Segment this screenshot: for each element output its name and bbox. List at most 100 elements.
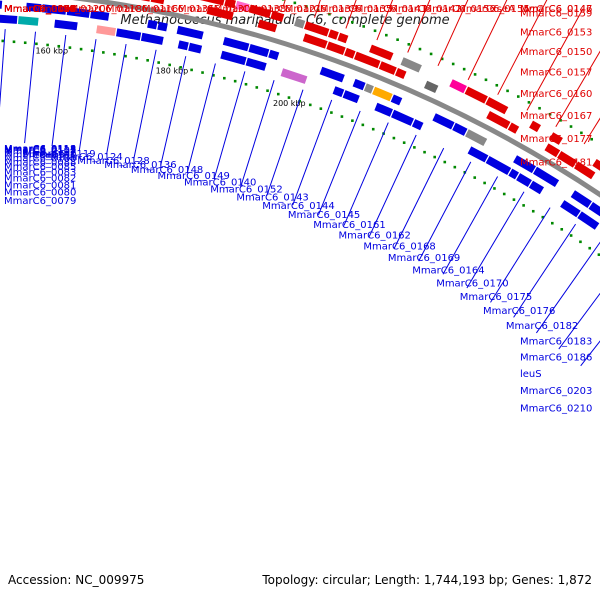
label-line <box>393 147 445 249</box>
gene-feature <box>449 79 467 94</box>
gene-label: MmarC6_0143 <box>236 192 308 203</box>
gene-feature <box>41 4 67 15</box>
gene-label: MmarC6_0131 <box>142 4 214 15</box>
gene-label: MmarC6_0079 <box>4 196 76 207</box>
gene-label: MmarC6_0170 <box>436 278 508 289</box>
gene-label: MmarC6_0121 <box>249 4 321 15</box>
track-dot <box>57 44 61 48</box>
label-line <box>368 134 417 237</box>
gene-label: MmarC6_0059 <box>4 4 76 15</box>
track-dot <box>23 41 27 45</box>
gene-label: MmarC6_0112 <box>4 145 76 156</box>
gene-feature <box>391 109 414 126</box>
track-dot <box>255 86 259 89</box>
track-dot <box>305 5 308 8</box>
gene-label: MmarC6_0186 <box>520 352 592 363</box>
gene-feature <box>424 80 439 93</box>
label-line <box>106 44 127 155</box>
track-dot <box>418 47 422 51</box>
gene-feature <box>549 132 563 145</box>
track-dot <box>506 89 509 93</box>
gene-label: MmarC6_0161 <box>313 220 385 231</box>
gene-feature <box>224 0 236 9</box>
track-dot <box>451 62 455 66</box>
track-dot <box>502 192 506 196</box>
track-dot <box>443 160 447 164</box>
gene-feature <box>280 68 308 84</box>
gene-label: MmarC6_0076 <box>4 4 76 15</box>
gene-feature <box>328 29 339 40</box>
gene-feature <box>507 122 520 134</box>
gene-label: MmarC6_0147 <box>520 4 592 15</box>
label-line <box>497 0 548 95</box>
gene-label: MmarC6_0169 <box>388 253 460 264</box>
label-line <box>345 0 357 29</box>
gene-feature <box>188 42 203 54</box>
track-dot <box>68 46 72 49</box>
gene-feature <box>26 2 42 13</box>
gene-feature <box>390 94 403 106</box>
track-dot <box>462 67 466 71</box>
gene-feature <box>432 113 455 130</box>
gene-feature <box>352 78 366 91</box>
track-dot <box>179 66 182 69</box>
gene-feature <box>485 97 509 115</box>
label-line <box>240 80 275 188</box>
tick-labels: 60 kbp80 kbp100 kbp120 kbp140 kbp160 kbp… <box>35 47 305 109</box>
track-dot <box>124 54 127 58</box>
track-dot <box>12 40 16 44</box>
gene-feature <box>508 168 519 180</box>
gene-label: MmarC6_0156 <box>424 4 496 15</box>
gene-label: MmarC6_0141 <box>355 4 427 15</box>
gene-label: MmarC6_0139 <box>285 4 357 15</box>
gene-label: MmarC6_0135 <box>320 4 392 15</box>
track-dot <box>90 49 94 53</box>
gene-feature <box>592 159 600 171</box>
gene-feature <box>557 151 578 168</box>
gene-feature <box>304 21 330 37</box>
track-dot <box>385 33 388 37</box>
track-dot <box>548 112 552 116</box>
track-dot <box>590 137 593 141</box>
gene-label: MmarC6_0176 <box>483 306 555 317</box>
track-dot <box>402 141 406 144</box>
gene-feature <box>411 119 424 131</box>
label-line <box>490 207 551 303</box>
track-dot <box>473 73 477 76</box>
gene-feature <box>529 120 541 133</box>
label-line <box>292 99 333 206</box>
track-dot <box>580 131 583 135</box>
track-dot <box>276 92 280 96</box>
track-dot <box>483 181 486 185</box>
gene-label: MmarC6_0099 <box>4 4 76 15</box>
track-dot <box>551 221 554 225</box>
gene-label: MmarC6_0118 <box>70 4 142 15</box>
label-line <box>24 31 36 144</box>
track-dot <box>168 63 171 67</box>
track-dot <box>362 25 365 28</box>
label-line <box>187 63 216 173</box>
accession-text: Accession: NC_009975 <box>8 573 144 587</box>
track-dot <box>453 165 457 169</box>
gene-feature <box>268 49 280 61</box>
gene-feature <box>157 21 168 32</box>
gene-label: MmarC6_0136 <box>104 160 176 171</box>
track-dot <box>413 146 416 149</box>
gene-label: MmarC6_0092 <box>4 4 76 15</box>
gene-feature <box>342 90 360 104</box>
gene-label: MmarC6_0183 <box>520 336 592 347</box>
track-dot <box>579 240 582 244</box>
gene-feature <box>140 0 150 2</box>
gene-feature <box>588 202 600 217</box>
track-dot <box>113 52 116 56</box>
track-dot <box>495 83 499 87</box>
gene-label: MmarC6_0081 <box>4 180 76 191</box>
dot-tracks <box>1 0 600 256</box>
label-line <box>583 117 600 145</box>
gene-feature <box>326 41 346 55</box>
track-dot <box>281 0 285 1</box>
track-dot <box>522 204 525 207</box>
gene-feature <box>319 66 345 83</box>
track-dot <box>361 123 365 127</box>
